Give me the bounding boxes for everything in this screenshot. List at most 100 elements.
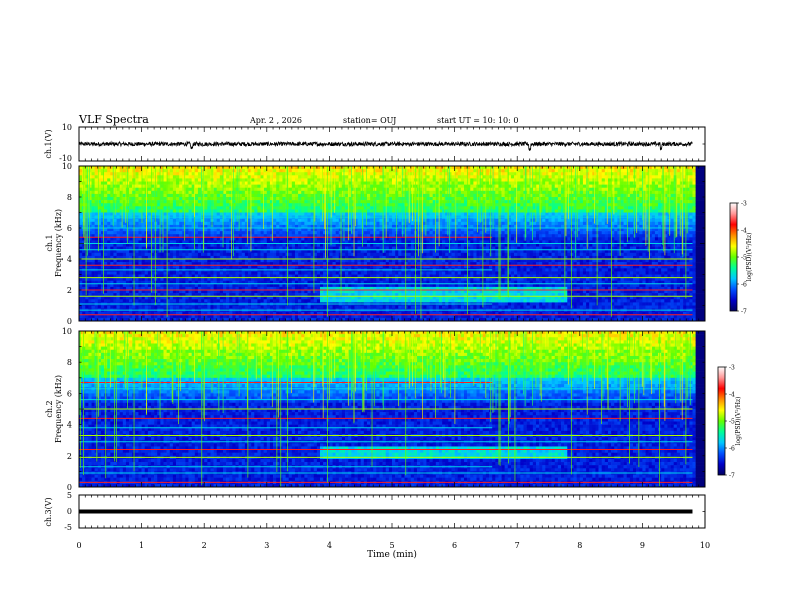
spectrogram-cell (298, 262, 302, 266)
spectrogram-cell (266, 305, 271, 309)
spectrogram-cell (301, 317, 305, 322)
spectrogram-cell (110, 311, 114, 316)
spectrogram-cell (323, 299, 327, 303)
spectrogram-cell (260, 274, 264, 278)
spectrogram-cell (360, 317, 365, 322)
station-label: station= OUJ (343, 116, 396, 125)
spectrogram-cell (210, 277, 214, 281)
spectrogram-cell (263, 305, 268, 309)
spectrogram-cell (335, 184, 340, 188)
spectrogram-cell (363, 286, 368, 291)
spectrogram-cell (320, 169, 324, 173)
spectrogram-cell (345, 277, 349, 281)
spectrogram-cell (301, 262, 305, 266)
spectrogram-cell (373, 193, 377, 198)
spectrogram-cell (276, 286, 280, 291)
spectrogram-cell (307, 212, 311, 216)
spectrogram-cell (119, 200, 124, 204)
spectrogram-cell (238, 175, 243, 179)
spectrogram-cell (222, 293, 227, 297)
spectrogram-cell (163, 224, 167, 229)
spectrogram-cell (97, 296, 102, 300)
spectrogram-cell (125, 255, 130, 260)
spectrogram-cell (291, 181, 296, 185)
spectrogram-cell (366, 262, 371, 266)
spectrogram-cell (204, 237, 208, 241)
spectrogram-cell (191, 169, 196, 173)
spectrogram-cell (157, 290, 161, 294)
spectrogram-cell (260, 265, 264, 269)
spectrogram-cell (320, 255, 324, 260)
spectrogram-cell (222, 218, 227, 223)
spectrogram-cell (176, 280, 180, 285)
spectrogram-cell (354, 221, 358, 226)
spectrogram-cell (323, 228, 327, 232)
spectrogram-cell (226, 262, 230, 266)
spectrogram-cell (310, 209, 315, 213)
spectrogram-cell (370, 240, 374, 244)
spectrogram-cell (222, 305, 227, 309)
spectrogram-cell (88, 290, 92, 294)
spectrogram-cell (376, 234, 380, 238)
spectrogram-cell (194, 221, 199, 226)
spectrogram-cell (263, 299, 268, 303)
spectrogram-cell (163, 317, 167, 322)
spectrogram-cell (182, 175, 186, 179)
spectrogram-cell (351, 255, 355, 260)
spectrogram-cell (194, 277, 199, 281)
spectrogram-cell (254, 203, 258, 207)
spectrogram-cell (94, 166, 99, 170)
spectrogram-cell (226, 237, 230, 241)
spectrogram-cell (107, 212, 111, 216)
spectrogram-cell (160, 206, 164, 210)
spectrogram-cell (329, 271, 333, 275)
spectrogram-cell (232, 280, 236, 285)
spectrogram-cell (307, 274, 311, 278)
spectrogram-cell (129, 197, 133, 201)
spectrogram-cell (260, 200, 264, 204)
spectrogram-cell (135, 286, 139, 291)
spectrogram-cell (363, 274, 368, 278)
spectrogram-cell (197, 249, 202, 254)
spectrogram-cell (169, 224, 174, 229)
spectrogram-cell (301, 203, 305, 207)
spectrogram-cell (207, 218, 211, 223)
spectrogram-cell (363, 249, 368, 254)
spectrogram-cell (370, 184, 374, 188)
spectrogram-cell (129, 166, 133, 170)
spectrogram-cell (301, 224, 305, 229)
spectrogram-cell (135, 187, 139, 192)
spectrogram-cell (104, 280, 108, 285)
spectrogram-cell (201, 181, 205, 185)
spectrogram-cell (222, 193, 227, 198)
spectrogram-cell (304, 237, 308, 241)
spectrogram-cell (260, 224, 264, 229)
spectrogram-cell (216, 206, 221, 210)
spectrogram-cell (182, 172, 186, 176)
spectrogram-cell (376, 228, 380, 232)
spectrogram-cell (188, 296, 192, 300)
spectrogram-cell (291, 237, 296, 241)
spectrogram-cell (298, 243, 302, 247)
spectrogram-cell (160, 259, 164, 263)
spectrogram-cell (122, 317, 127, 322)
spectrogram-cell (335, 277, 340, 281)
spectrogram-cell (216, 237, 221, 241)
spectrogram-cell (357, 175, 361, 179)
spectrogram-cell (154, 317, 158, 322)
spectrogram-cell (138, 283, 142, 288)
spectrogram-cell (176, 274, 180, 278)
spectrogram-cell (169, 240, 174, 244)
spectrogram-cell (163, 203, 167, 207)
spectrogram-cell (332, 286, 336, 291)
spectrogram-cell (279, 184, 283, 188)
spectrogram-cell (338, 274, 343, 278)
spectrogram-cell (320, 187, 324, 192)
spectrogram-cell (232, 197, 236, 201)
spectrogram-cell (107, 283, 111, 288)
spectrogram-cell (310, 243, 315, 247)
spectrogram-cell (85, 197, 89, 201)
spectrogram-cell (241, 293, 246, 297)
spectrogram-cell (100, 190, 105, 195)
spectrogram-cell (191, 240, 196, 244)
